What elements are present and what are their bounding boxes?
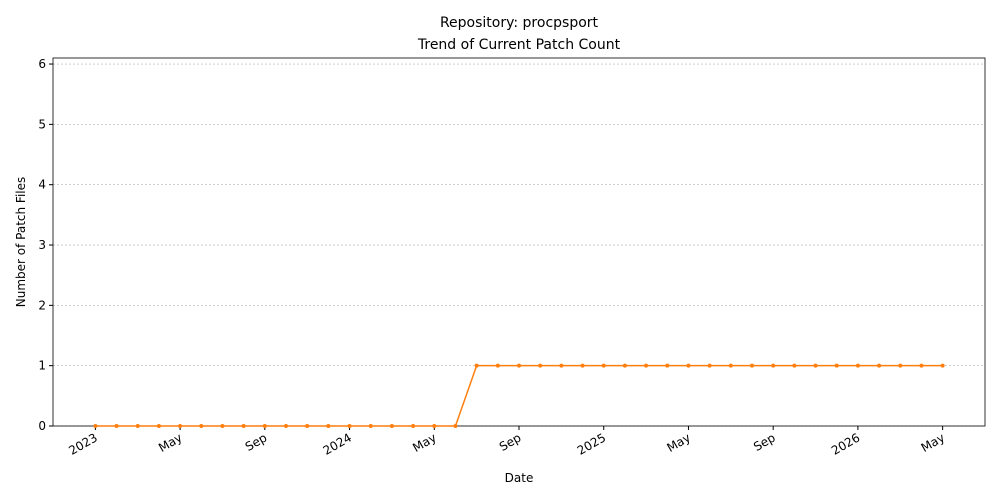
- marker: [474, 363, 479, 368]
- chart-subtitle: Trend of Current Patch Count: [417, 37, 621, 53]
- marker: [792, 363, 797, 368]
- marker: [135, 424, 140, 428]
- marker: [644, 363, 649, 368]
- marker: [411, 424, 416, 428]
- marker: [622, 363, 627, 368]
- marker: [241, 424, 246, 428]
- marker: [326, 424, 331, 428]
- marker: [771, 363, 776, 368]
- x-axis-label: Date: [505, 471, 534, 485]
- marker: [517, 363, 521, 368]
- marker: [220, 424, 225, 428]
- marker: [601, 363, 606, 368]
- y-tick-label: 6: [38, 57, 46, 71]
- marker: [284, 424, 288, 428]
- marker: [93, 424, 98, 428]
- marker: [114, 424, 119, 428]
- marker: [262, 424, 267, 428]
- marker: [750, 363, 754, 368]
- marker: [898, 363, 903, 368]
- chart-title: Repository: procpsport: [440, 15, 599, 31]
- marker: [453, 424, 458, 428]
- marker: [368, 424, 373, 428]
- y-axis-label: Number of Patch Files: [14, 177, 28, 308]
- marker: [580, 363, 585, 368]
- marker: [877, 363, 882, 368]
- marker: [940, 363, 945, 368]
- marker: [178, 424, 183, 428]
- y-tick-label: 0: [38, 419, 46, 433]
- marker: [707, 363, 712, 368]
- marker: [834, 363, 839, 368]
- marker: [347, 424, 352, 428]
- marker: [199, 424, 204, 428]
- marker: [665, 363, 670, 368]
- plot-frame: [52, 57, 986, 427]
- y-tick-label: 4: [38, 178, 46, 192]
- marker: [389, 424, 394, 428]
- marker: [305, 424, 310, 428]
- marker: [855, 363, 860, 368]
- marker: [728, 363, 733, 368]
- marker: [538, 363, 543, 368]
- marker: [559, 363, 564, 368]
- marker: [156, 424, 161, 428]
- y-tick-label: 1: [38, 359, 46, 373]
- y-tick-label: 3: [38, 238, 46, 252]
- marker: [432, 424, 437, 428]
- marker: [919, 363, 924, 368]
- y-tick-label: 5: [38, 117, 46, 131]
- y-tick-label: 2: [38, 298, 46, 312]
- marker: [495, 363, 500, 368]
- marker: [813, 363, 818, 368]
- marker: [686, 363, 691, 368]
